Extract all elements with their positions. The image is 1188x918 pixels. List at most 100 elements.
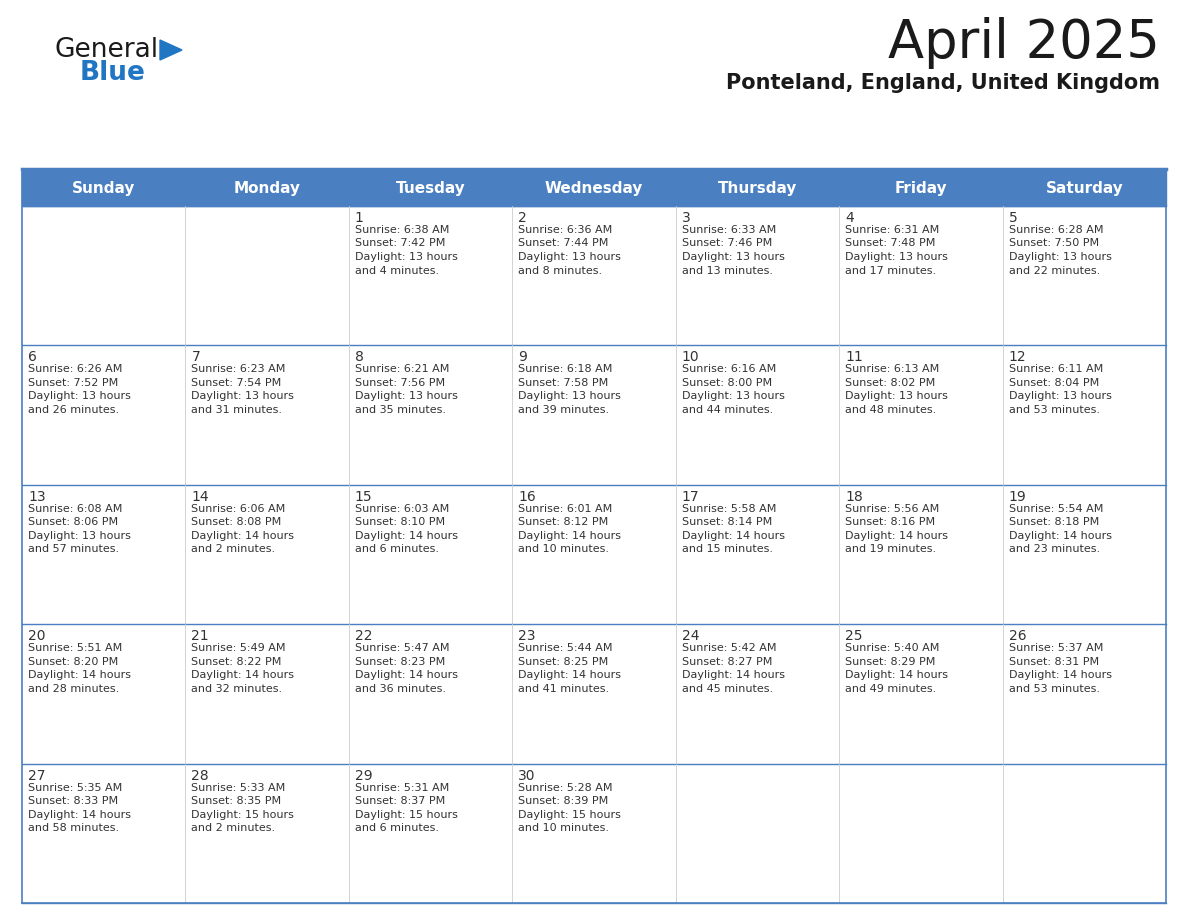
Text: 19: 19: [1009, 490, 1026, 504]
Text: 29: 29: [355, 768, 373, 783]
Text: 13: 13: [29, 490, 45, 504]
Text: Daylight: 13 hours: Daylight: 13 hours: [518, 391, 621, 401]
Text: and 31 minutes.: and 31 minutes.: [191, 405, 283, 415]
Text: 28: 28: [191, 768, 209, 783]
Text: Sunrise: 5:42 AM: Sunrise: 5:42 AM: [682, 644, 776, 654]
Text: Daylight: 14 hours: Daylight: 14 hours: [355, 531, 457, 541]
Text: Sunset: 8:08 PM: Sunset: 8:08 PM: [191, 518, 282, 527]
Text: Sunrise: 6:36 AM: Sunrise: 6:36 AM: [518, 225, 613, 235]
Text: and 28 minutes.: and 28 minutes.: [29, 684, 119, 694]
Text: 11: 11: [845, 351, 862, 364]
Text: Friday: Friday: [895, 181, 947, 196]
Text: Sunrise: 6:38 AM: Sunrise: 6:38 AM: [355, 225, 449, 235]
Text: Ponteland, England, United Kingdom: Ponteland, England, United Kingdom: [726, 73, 1159, 93]
Text: and 13 minutes.: and 13 minutes.: [682, 265, 772, 275]
Text: Sunset: 8:35 PM: Sunset: 8:35 PM: [191, 796, 282, 806]
Text: 16: 16: [518, 490, 536, 504]
Text: 3: 3: [682, 211, 690, 225]
Text: Sunrise: 5:44 AM: Sunrise: 5:44 AM: [518, 644, 613, 654]
Text: Sunrise: 5:37 AM: Sunrise: 5:37 AM: [1009, 644, 1102, 654]
Bar: [23, 485, 1165, 624]
Text: Sunrise: 6:01 AM: Sunrise: 6:01 AM: [518, 504, 613, 514]
Text: 22: 22: [355, 629, 372, 644]
Text: Daylight: 13 hours: Daylight: 13 hours: [518, 252, 621, 262]
Text: Sunrise: 5:35 AM: Sunrise: 5:35 AM: [29, 783, 122, 792]
Text: Sunset: 8:27 PM: Sunset: 8:27 PM: [682, 656, 772, 666]
Bar: [23, 170, 1165, 206]
Text: Daylight: 14 hours: Daylight: 14 hours: [29, 670, 131, 680]
Text: Daylight: 15 hours: Daylight: 15 hours: [191, 810, 295, 820]
Text: 8: 8: [355, 351, 364, 364]
Text: Sunrise: 6:16 AM: Sunrise: 6:16 AM: [682, 364, 776, 375]
Text: and 4 minutes.: and 4 minutes.: [355, 265, 440, 275]
Text: Sunset: 8:14 PM: Sunset: 8:14 PM: [682, 518, 772, 527]
Text: Sunday: Sunday: [72, 181, 135, 196]
Text: 27: 27: [29, 768, 45, 783]
Text: Daylight: 14 hours: Daylight: 14 hours: [682, 670, 785, 680]
Text: and 26 minutes.: and 26 minutes.: [29, 405, 119, 415]
Bar: [23, 764, 1165, 903]
Text: Tuesday: Tuesday: [396, 181, 466, 196]
Text: Daylight: 14 hours: Daylight: 14 hours: [845, 531, 948, 541]
Text: Sunset: 8:31 PM: Sunset: 8:31 PM: [1009, 656, 1099, 666]
Text: Sunset: 7:56 PM: Sunset: 7:56 PM: [355, 378, 446, 388]
Text: Sunrise: 6:11 AM: Sunrise: 6:11 AM: [1009, 364, 1102, 375]
Text: Daylight: 15 hours: Daylight: 15 hours: [518, 810, 621, 820]
Text: and 23 minutes.: and 23 minutes.: [1009, 544, 1100, 554]
Text: and 36 minutes.: and 36 minutes.: [355, 684, 446, 694]
Text: Daylight: 14 hours: Daylight: 14 hours: [191, 670, 295, 680]
Text: and 32 minutes.: and 32 minutes.: [191, 684, 283, 694]
Text: and 53 minutes.: and 53 minutes.: [1009, 405, 1100, 415]
Text: Sunset: 8:22 PM: Sunset: 8:22 PM: [191, 656, 282, 666]
Text: Daylight: 13 hours: Daylight: 13 hours: [355, 391, 457, 401]
Text: Sunrise: 6:23 AM: Sunrise: 6:23 AM: [191, 364, 286, 375]
Text: Sunrise: 6:28 AM: Sunrise: 6:28 AM: [1009, 225, 1104, 235]
Text: Daylight: 13 hours: Daylight: 13 hours: [355, 252, 457, 262]
Text: Sunset: 8:29 PM: Sunset: 8:29 PM: [845, 656, 935, 666]
Text: Daylight: 13 hours: Daylight: 13 hours: [1009, 252, 1112, 262]
Text: Daylight: 14 hours: Daylight: 14 hours: [518, 531, 621, 541]
Text: 23: 23: [518, 629, 536, 644]
Text: 25: 25: [845, 629, 862, 644]
Bar: [23, 206, 1165, 345]
Text: Sunrise: 5:49 AM: Sunrise: 5:49 AM: [191, 644, 286, 654]
Text: and 6 minutes.: and 6 minutes.: [355, 823, 438, 834]
Text: 10: 10: [682, 351, 700, 364]
Text: Sunset: 8:10 PM: Sunset: 8:10 PM: [355, 518, 446, 527]
Text: Sunset: 8:06 PM: Sunset: 8:06 PM: [29, 518, 118, 527]
Text: 21: 21: [191, 629, 209, 644]
Text: Sunset: 7:44 PM: Sunset: 7:44 PM: [518, 239, 608, 249]
Text: Daylight: 14 hours: Daylight: 14 hours: [355, 670, 457, 680]
Text: and 6 minutes.: and 6 minutes.: [355, 544, 438, 554]
Text: Daylight: 13 hours: Daylight: 13 hours: [845, 252, 948, 262]
Text: Sunset: 7:42 PM: Sunset: 7:42 PM: [355, 239, 446, 249]
Text: Sunrise: 5:31 AM: Sunrise: 5:31 AM: [355, 783, 449, 792]
Text: Sunrise: 5:28 AM: Sunrise: 5:28 AM: [518, 783, 613, 792]
Text: and 48 minutes.: and 48 minutes.: [845, 405, 936, 415]
Text: Daylight: 13 hours: Daylight: 13 hours: [29, 391, 131, 401]
Text: and 44 minutes.: and 44 minutes.: [682, 405, 773, 415]
Text: Sunset: 8:23 PM: Sunset: 8:23 PM: [355, 656, 446, 666]
Text: 1: 1: [355, 211, 364, 225]
Text: Monday: Monday: [234, 181, 301, 196]
Text: 14: 14: [191, 490, 209, 504]
Text: Sunset: 8:02 PM: Sunset: 8:02 PM: [845, 378, 935, 388]
Text: Sunset: 8:25 PM: Sunset: 8:25 PM: [518, 656, 608, 666]
Text: 15: 15: [355, 490, 373, 504]
Text: Daylight: 13 hours: Daylight: 13 hours: [682, 252, 784, 262]
Text: 5: 5: [1009, 211, 1017, 225]
Text: Thursday: Thursday: [718, 181, 797, 196]
Text: and 17 minutes.: and 17 minutes.: [845, 265, 936, 275]
Text: Sunrise: 6:08 AM: Sunrise: 6:08 AM: [29, 504, 122, 514]
Text: Sunset: 7:50 PM: Sunset: 7:50 PM: [1009, 239, 1099, 249]
Text: and 39 minutes.: and 39 minutes.: [518, 405, 609, 415]
Text: Daylight: 13 hours: Daylight: 13 hours: [29, 531, 131, 541]
Text: Sunrise: 6:33 AM: Sunrise: 6:33 AM: [682, 225, 776, 235]
Text: Sunrise: 6:06 AM: Sunrise: 6:06 AM: [191, 504, 285, 514]
Text: Daylight: 13 hours: Daylight: 13 hours: [845, 391, 948, 401]
Text: Sunrise: 6:31 AM: Sunrise: 6:31 AM: [845, 225, 940, 235]
Text: 7: 7: [191, 351, 201, 364]
Text: Sunrise: 5:56 AM: Sunrise: 5:56 AM: [845, 504, 940, 514]
Text: Sunset: 7:54 PM: Sunset: 7:54 PM: [191, 378, 282, 388]
Text: April 2025: April 2025: [889, 17, 1159, 69]
